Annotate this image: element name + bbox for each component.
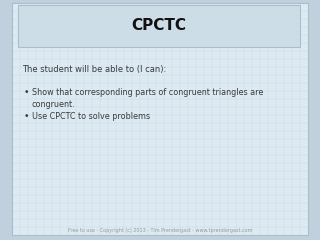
Text: The student will be able to (I can):: The student will be able to (I can): — [22, 65, 166, 74]
Text: Use CPCTC to solve problems: Use CPCTC to solve problems — [32, 112, 150, 121]
Text: congruent.: congruent. — [32, 100, 76, 109]
Text: CPCTC: CPCTC — [132, 18, 187, 34]
Text: Free to use - Copyright (c) 2013 - Tim Prendergast - www.tprendergast.com: Free to use - Copyright (c) 2013 - Tim P… — [68, 228, 252, 233]
Text: Show that corresponding parts of congruent triangles are: Show that corresponding parts of congrue… — [32, 88, 263, 97]
Text: •: • — [24, 88, 29, 97]
Bar — [18, 5, 300, 47]
Text: •: • — [24, 112, 29, 121]
